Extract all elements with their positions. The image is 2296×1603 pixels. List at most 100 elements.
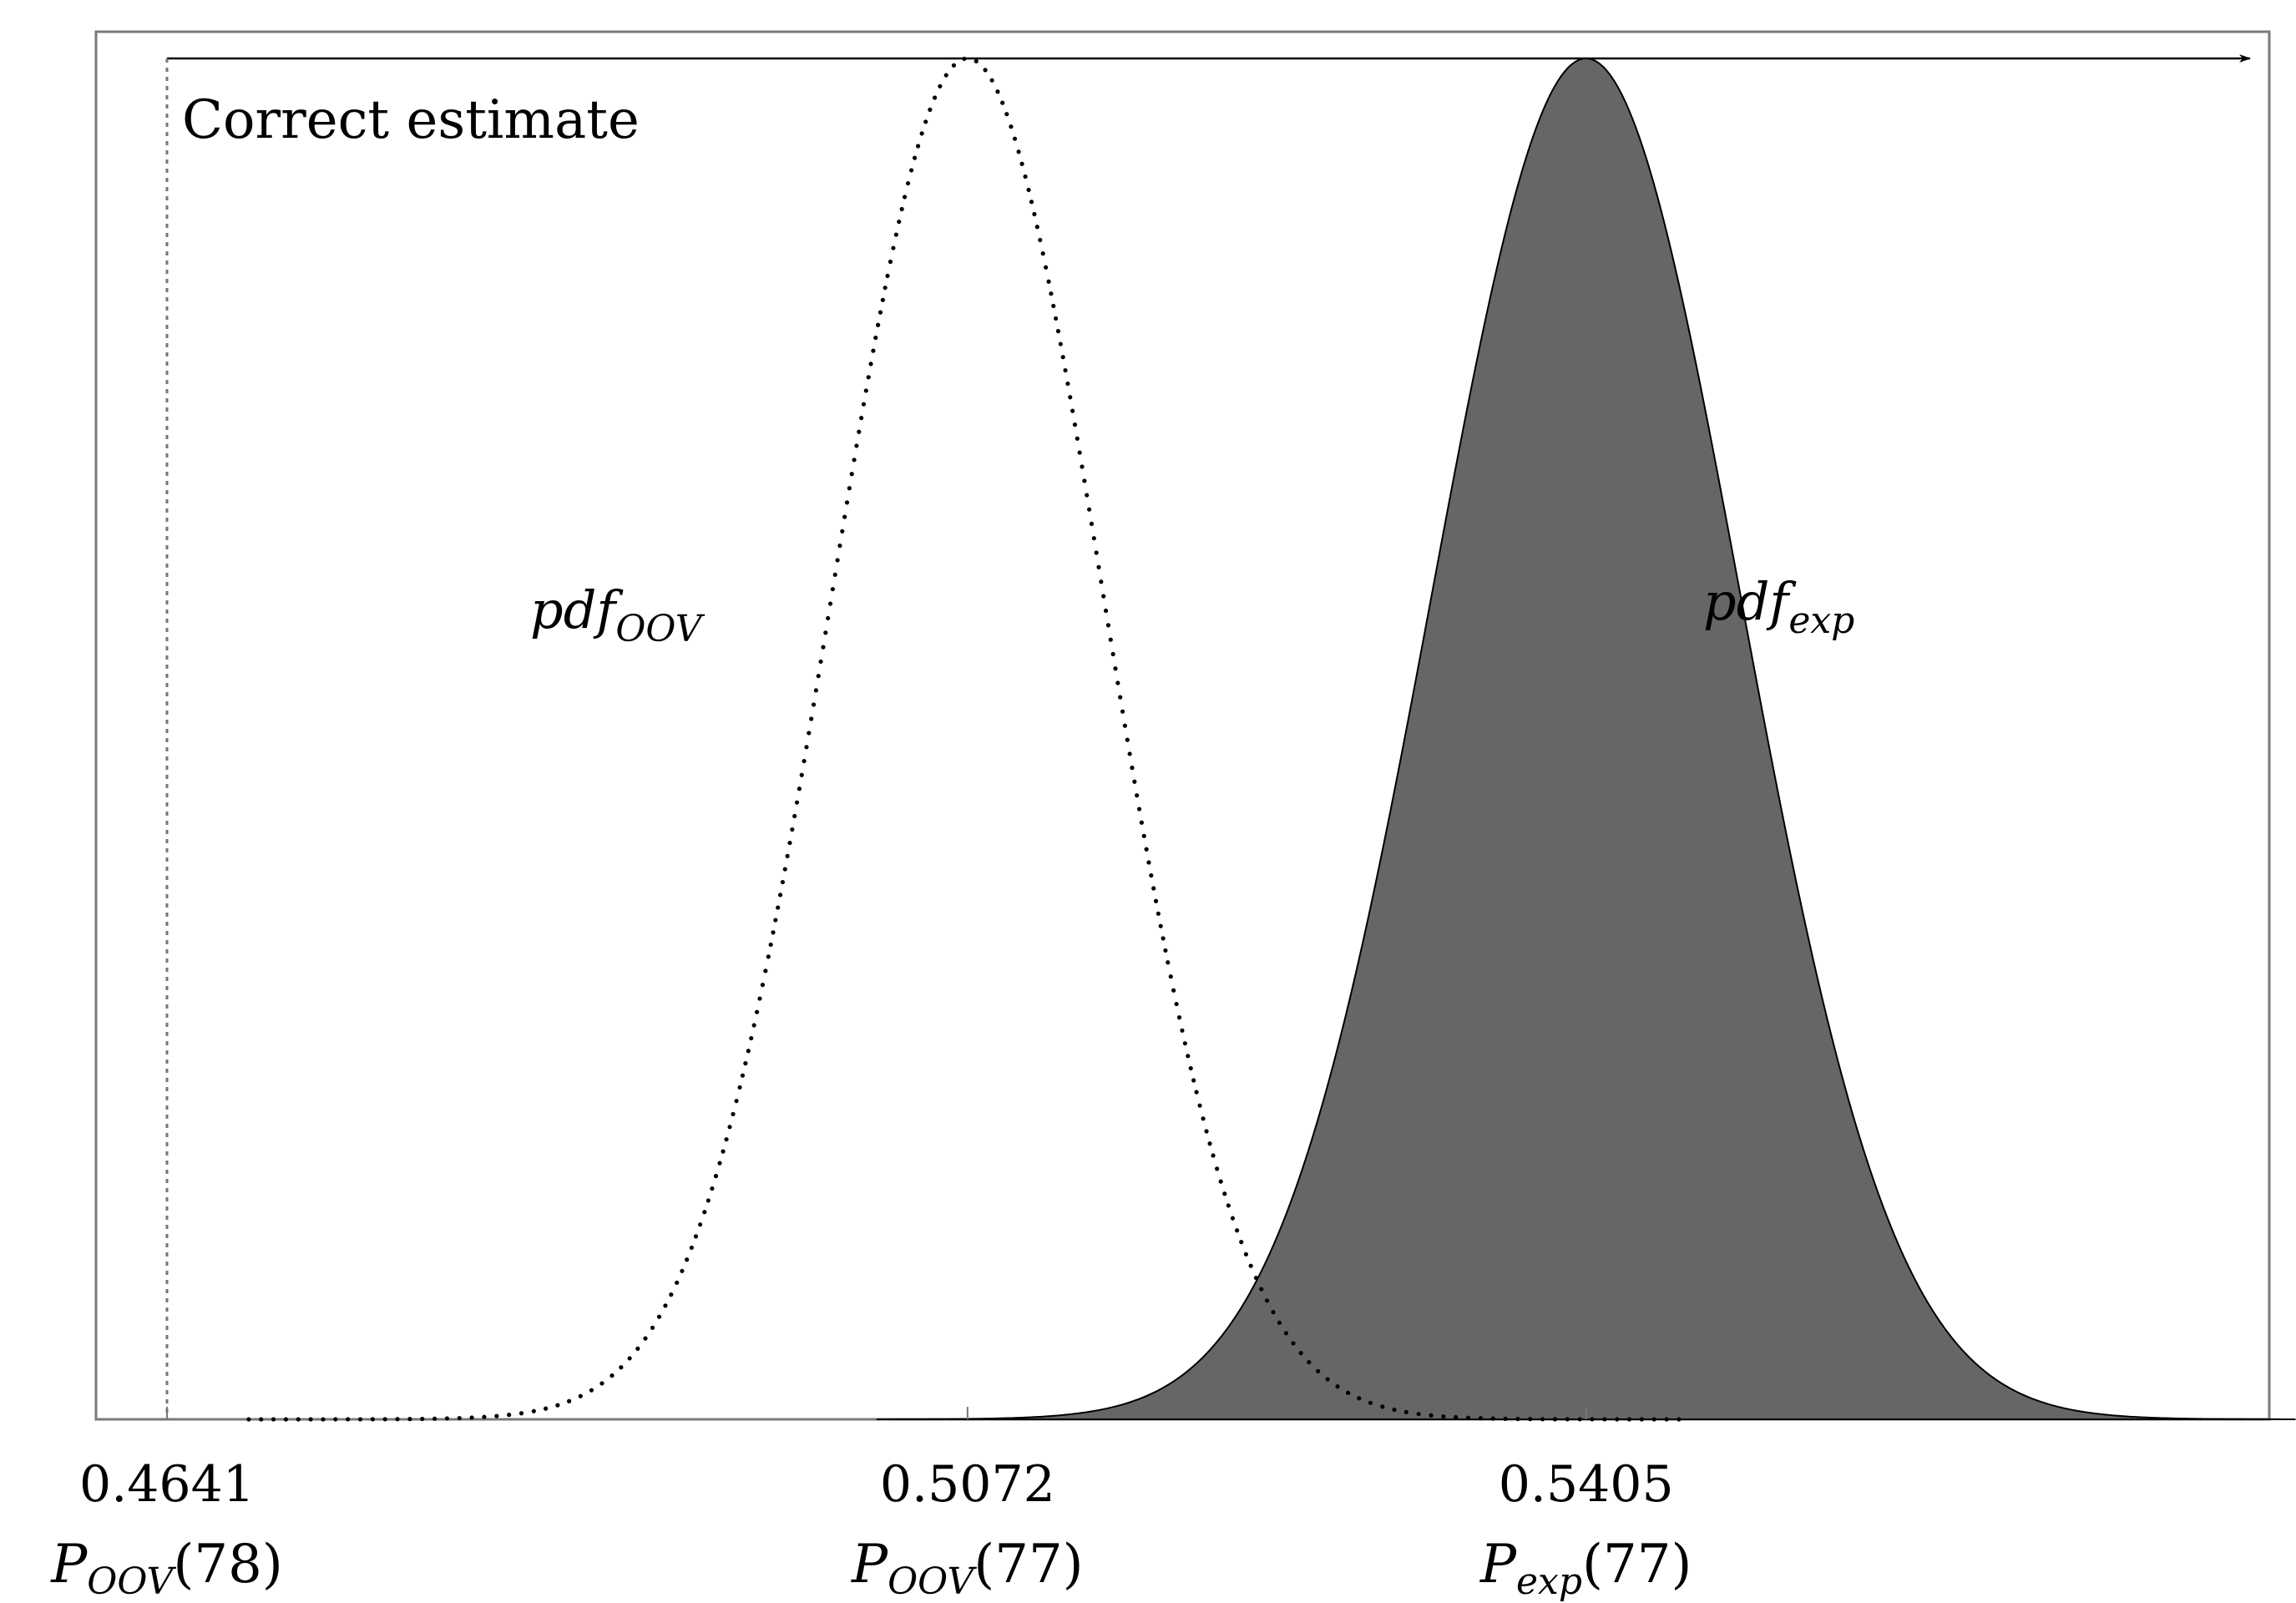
pdf-oov-dot: [882, 286, 888, 291]
pdf-oov-dot: [903, 195, 908, 200]
pdf-oov-dot: [1094, 550, 1099, 555]
pdf-oov-dot: [675, 1280, 680, 1285]
pdf-oov-dot: [923, 119, 928, 124]
pdf-oov-dot: [1110, 651, 1115, 657]
pdf-oov-dot: [1135, 793, 1140, 798]
pdf-oov-dot: [1478, 1416, 1483, 1421]
pdf-oov-dot: [1335, 1384, 1340, 1389]
pdf-oov-dot: [899, 206, 904, 212]
pdf-oov-dot: [962, 56, 967, 62]
pdf-oov-dot: [1016, 149, 1021, 154]
pdf-oov-dot: [743, 1061, 748, 1066]
pdf-oov-dot: [866, 375, 871, 380]
pdf-oov-dot: [650, 1325, 655, 1330]
series-label-pdf-exp: pdfexp: [1703, 571, 1854, 642]
pdf-oov-dot: [1283, 1331, 1289, 1336]
x-tick-group: 0.4641 POOV(78): [50, 1407, 283, 1603]
pdf-oov-dot: [1040, 251, 1045, 256]
pdf-oov-dot: [1191, 1078, 1196, 1083]
pdf-oov-dot: [1153, 898, 1159, 903]
pdf-oov-dot: [830, 587, 835, 592]
pdf-oov-dot: [1049, 291, 1054, 296]
pdf-oov-dot: [1577, 1417, 1582, 1422]
pdf-oov-dot: [1168, 974, 1173, 979]
pdf-oov-dot: [482, 1414, 487, 1419]
pdf-oov-dot: [643, 1336, 648, 1341]
pdf-oov-dot: [1000, 100, 1005, 105]
pdf-oov-dot: [727, 1125, 732, 1130]
pdf-oov-dot: [871, 348, 876, 353]
pdf-oov-dot: [555, 1403, 560, 1408]
pdf-oov-dot: [689, 1245, 694, 1251]
pdf-oov-dot: [609, 1373, 614, 1378]
pdf-oov-dot: [1503, 1416, 1508, 1421]
pdf-oov-dot: [1515, 1416, 1520, 1422]
pdf-oov-dot: [1490, 1416, 1495, 1421]
pdf-oov-dot: [1089, 521, 1095, 527]
pdf-oov-dot: [1055, 329, 1061, 334]
pdf-oov-dot: [1243, 1252, 1249, 1257]
pdf-oov-dot: [754, 1009, 760, 1014]
pdf-oov-dot: [807, 731, 812, 736]
pdf-oov-dot: [710, 1186, 715, 1191]
x-tick-symbol-label: Pexp(77): [1479, 1534, 1692, 1603]
pdf-oov-dot: [1416, 1411, 1421, 1417]
pdf-oov-dot: [1291, 1341, 1296, 1346]
pdf-oov-dot: [1248, 1263, 1253, 1268]
pdf-oov-dot: [1222, 1191, 1227, 1196]
pdf-oov-dot: [1156, 911, 1161, 916]
pdf-oov-dot: [1676, 1417, 1682, 1422]
pdf-oov-dot: [698, 1222, 703, 1227]
series-pdf-oov: [246, 56, 1682, 1422]
pdf-oov-dot: [912, 155, 918, 160]
pdf-oov-dot: [1012, 136, 1018, 141]
pdf-oov-dot: [1325, 1377, 1330, 1382]
pdf-oov-dot: [1113, 666, 1118, 671]
pdf-oov-dot: [1038, 237, 1043, 243]
pdf-oov-dot: [983, 68, 988, 73]
pdf-oov-dot: [857, 429, 862, 434]
pdf-oov-dot: [1101, 594, 1106, 599]
series-label-pdf-oov: pdfOOV: [530, 579, 705, 650]
pdf-oov-dot: [1166, 960, 1171, 965]
pdf-oov-dot: [873, 335, 878, 341]
pdf-oov-dot: [1298, 1351, 1303, 1356]
pdf-oov-dot: [915, 144, 921, 149]
pdf-oov-dot: [680, 1268, 685, 1273]
pdf-oov-dot: [897, 219, 902, 225]
pdf-oov-dot: [938, 83, 943, 88]
pdf-oov-dot: [832, 572, 837, 577]
pdf-oov-dot: [1080, 464, 1085, 469]
pdf-oov-dot: [1197, 1103, 1202, 1108]
pdf-oov-dot: [794, 800, 800, 805]
pdf-oov-dot: [693, 1234, 699, 1239]
pdf-oov-dot: [751, 1023, 756, 1028]
pdf-oov-dot: [627, 1356, 632, 1361]
pdf-oov-dot: [1182, 1041, 1187, 1046]
pdf-oov-dot: [891, 245, 896, 250]
pdf-oov-dot: [1044, 265, 1049, 270]
pdf-oov-dot: [395, 1417, 400, 1422]
pdf-oov-dot: [1186, 1054, 1191, 1059]
pdf-oov-dot: [1023, 174, 1028, 180]
pdf-oov-dot: [1068, 395, 1073, 400]
pdf-oov-dot: [567, 1398, 572, 1403]
pdf-oov-dot: [1051, 303, 1056, 309]
pdf-oov-dot: [663, 1303, 668, 1308]
pdf-oov-dot: [296, 1417, 301, 1422]
pdf-oov-dot: [802, 758, 807, 764]
pdf-oov-dot: [531, 1408, 536, 1413]
pdf-oov-dot: [1259, 1287, 1264, 1292]
pdf-oov-dot: [1082, 478, 1087, 483]
pdf-oov-dot: [995, 89, 1000, 94]
pdf-oov-dot: [852, 458, 857, 463]
pdf-oov-dot: [346, 1417, 351, 1422]
pdf-oov-dot: [721, 1149, 726, 1154]
pdf-oov-dot: [746, 1049, 751, 1054]
pdf-oov-dot: [1103, 608, 1109, 614]
pdf-oov-dot: [1215, 1166, 1220, 1171]
pdf-oov-dot: [1115, 680, 1120, 685]
pdf-oov-dot: [518, 1411, 524, 1416]
pdf-oov-dot: [1403, 1409, 1408, 1414]
pdf-oov-dot: [785, 853, 790, 858]
